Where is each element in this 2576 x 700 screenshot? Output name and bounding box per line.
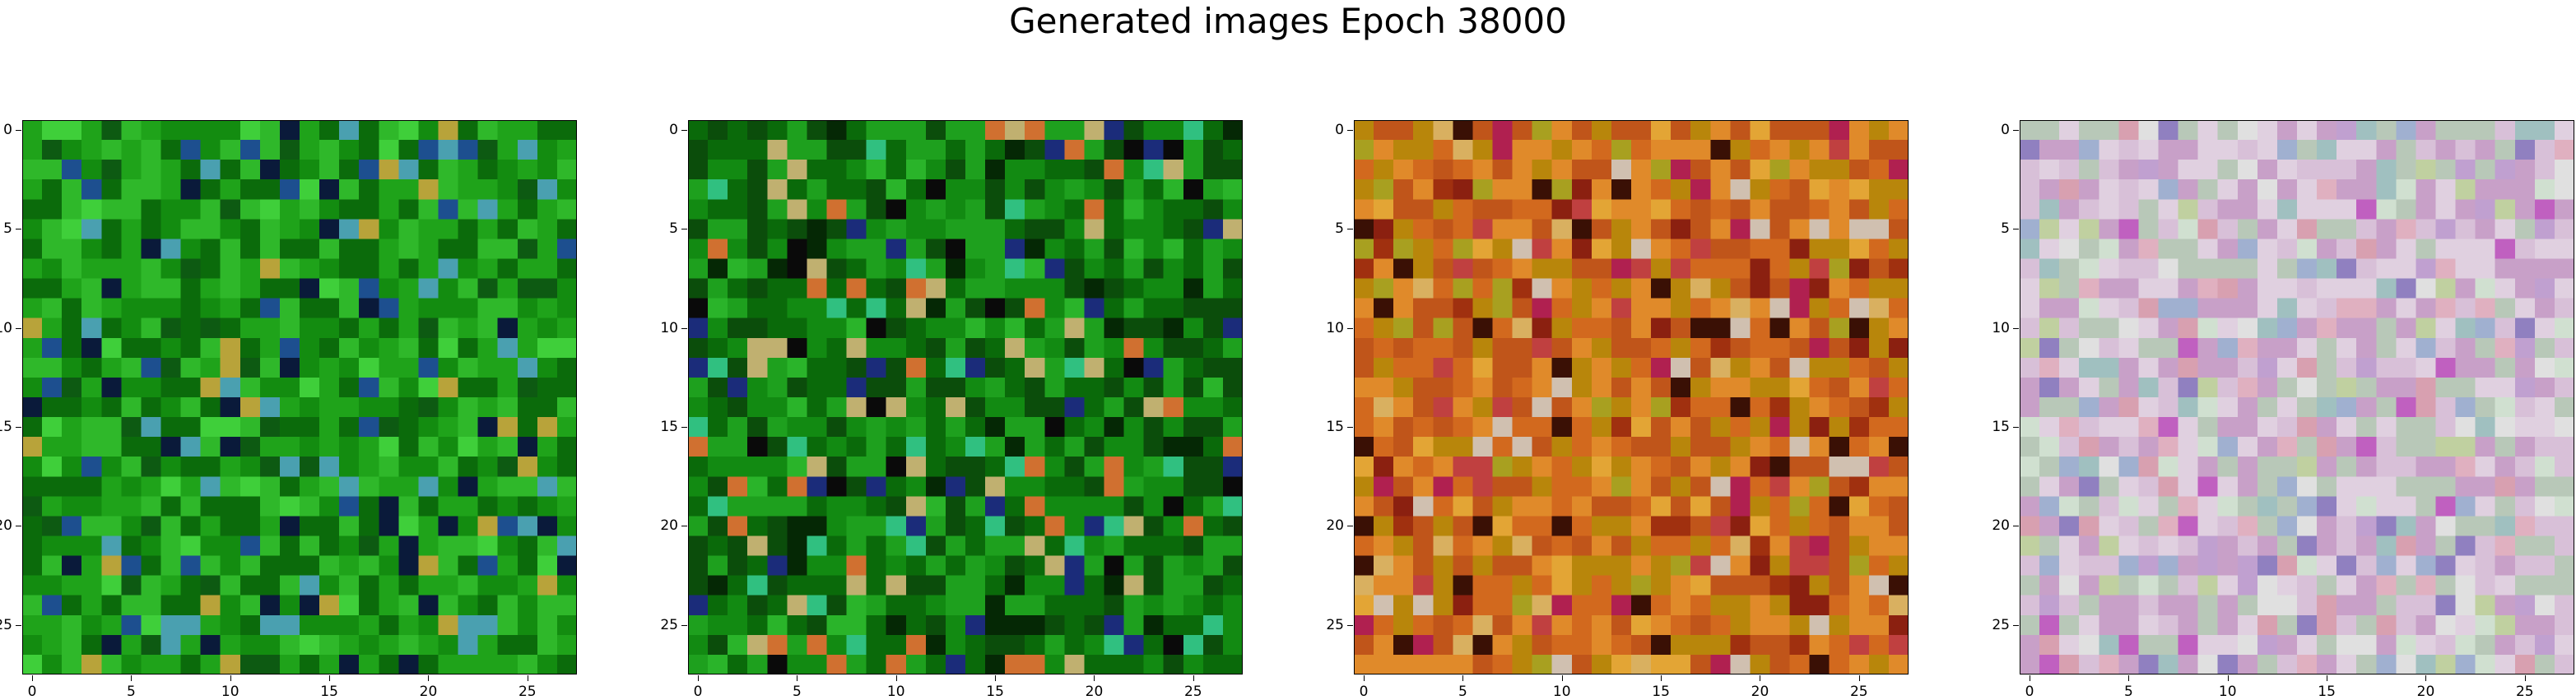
y-tick-label: 25	[1992, 616, 2010, 633]
x-tick-mark	[2425, 675, 2426, 681]
x-tick-label: 10	[886, 684, 905, 700]
y-tick-mark	[2013, 427, 2019, 428]
x-tick-mark	[896, 675, 897, 681]
y-tick-mark	[681, 328, 687, 329]
y-tick-mark	[1347, 427, 1353, 428]
y-tick-label: 15	[1992, 419, 2010, 436]
x-tick-mark	[1462, 675, 1463, 681]
x-tick-label: 25	[1183, 684, 1202, 700]
y-tick-mark	[16, 625, 21, 626]
y-tick-label: 0	[2001, 122, 2010, 139]
y-tick-mark	[681, 625, 687, 626]
y-tick-mark	[16, 328, 21, 329]
y-tick-mark	[681, 130, 687, 131]
x-tick-label: 20	[419, 684, 438, 700]
x-tick-mark	[131, 675, 132, 681]
y-tick-label: 20	[1326, 517, 1344, 535]
x-tick-mark	[32, 675, 33, 681]
y-tick-label: 10	[1326, 319, 1344, 336]
y-tick-label: 15	[1326, 419, 1344, 436]
y-tick-mark	[16, 130, 21, 131]
x-tick-label: 0	[693, 684, 703, 700]
x-tick-label: 10	[2218, 684, 2237, 700]
y-tick-label: 5	[2001, 220, 2010, 238]
x-tick-mark	[2128, 675, 2129, 681]
x-tick-mark	[1193, 675, 1194, 681]
x-tick-mark	[698, 675, 699, 681]
x-tick-label: 20	[1085, 684, 1104, 700]
x-tick-label: 15	[986, 684, 1004, 700]
y-tick-mark	[1347, 625, 1353, 626]
x-tick-label: 15	[1652, 684, 1670, 700]
x-tick-label: 0	[2025, 684, 2034, 700]
y-tick-mark	[681, 427, 687, 428]
y-tick-label: 10	[0, 319, 12, 336]
x-tick-label: 25	[518, 684, 537, 700]
heatmap-image-4	[2020, 120, 2574, 675]
x-tick-label: 5	[126, 684, 136, 700]
x-tick-label: 10	[1552, 684, 1571, 700]
heatmap-image-1	[22, 120, 577, 675]
heatmap-image-2	[688, 120, 1243, 675]
axes-frame	[22, 120, 577, 675]
x-tick-mark	[2228, 675, 2229, 681]
axes-frame	[1354, 120, 1909, 675]
y-tick-label: 0	[669, 122, 678, 139]
y-tick-label: 20	[0, 517, 12, 535]
x-tick-label: 25	[1849, 684, 1868, 700]
y-tick-label: 15	[0, 419, 12, 436]
y-tick-label: 25	[1326, 616, 1344, 633]
x-tick-label: 5	[792, 684, 802, 700]
axes-frame	[688, 120, 1243, 675]
x-tick-label: 20	[1751, 684, 1769, 700]
y-tick-label: 25	[660, 616, 678, 633]
y-tick-label: 5	[3, 220, 12, 238]
y-tick-label: 5	[669, 220, 678, 238]
y-tick-label: 0	[3, 122, 12, 139]
y-tick-label: 5	[1335, 220, 1344, 238]
heatmap-image-3	[1354, 120, 1909, 675]
y-tick-label: 0	[1335, 122, 1344, 139]
x-tick-mark	[1859, 675, 1860, 681]
y-tick-mark	[2013, 130, 2019, 131]
heatmap-panel-3: 0 5 10 15 20 25 0 5 10 15 20 25	[1326, 120, 1909, 700]
y-tick-mark	[1347, 130, 1353, 131]
x-tick-mark	[1661, 675, 1662, 681]
y-tick-mark	[16, 427, 21, 428]
y-tick-mark	[2013, 328, 2019, 329]
y-tick-label: 25	[0, 616, 12, 633]
heatmap-panel-2: 0 5 10 15 20 25 0 5 10 15 20 25	[660, 120, 1243, 700]
axes-frame	[2020, 120, 2574, 675]
x-tick-label: 0	[27, 684, 37, 700]
y-tick-label: 10	[1992, 319, 2010, 336]
x-tick-label: 15	[2318, 684, 2336, 700]
y-tick-label: 20	[660, 517, 678, 535]
y-tick-label: 15	[660, 419, 678, 436]
figure-title: Generated images Epoch 38000	[1009, 1, 1567, 41]
heatmap-panel-4: 0 5 10 15 20 25 0 5 10 15 20 25	[1992, 120, 2574, 700]
x-tick-label: 20	[2416, 684, 2435, 700]
x-tick-label: 5	[2123, 684, 2133, 700]
heatmap-panel-1: 0 5 10 15 20 25 0 5 10 15 20 25	[0, 120, 577, 700]
x-tick-mark	[995, 675, 996, 681]
x-tick-label: 0	[1359, 684, 1369, 700]
y-tick-mark	[2013, 625, 2019, 626]
x-tick-label: 25	[2515, 684, 2534, 700]
x-tick-mark	[1562, 675, 1563, 681]
x-tick-mark	[1094, 675, 1095, 681]
y-tick-label: 10	[660, 319, 678, 336]
x-tick-label: 5	[1458, 684, 1467, 700]
x-tick-mark	[428, 675, 429, 681]
x-tick-label: 10	[221, 684, 239, 700]
x-tick-mark	[1364, 675, 1365, 681]
x-tick-mark	[2525, 675, 2526, 681]
x-tick-label: 15	[320, 684, 338, 700]
y-tick-label: 20	[1992, 517, 2010, 535]
x-tick-mark	[230, 675, 231, 681]
x-tick-mark	[329, 675, 330, 681]
y-tick-mark	[1347, 328, 1353, 329]
